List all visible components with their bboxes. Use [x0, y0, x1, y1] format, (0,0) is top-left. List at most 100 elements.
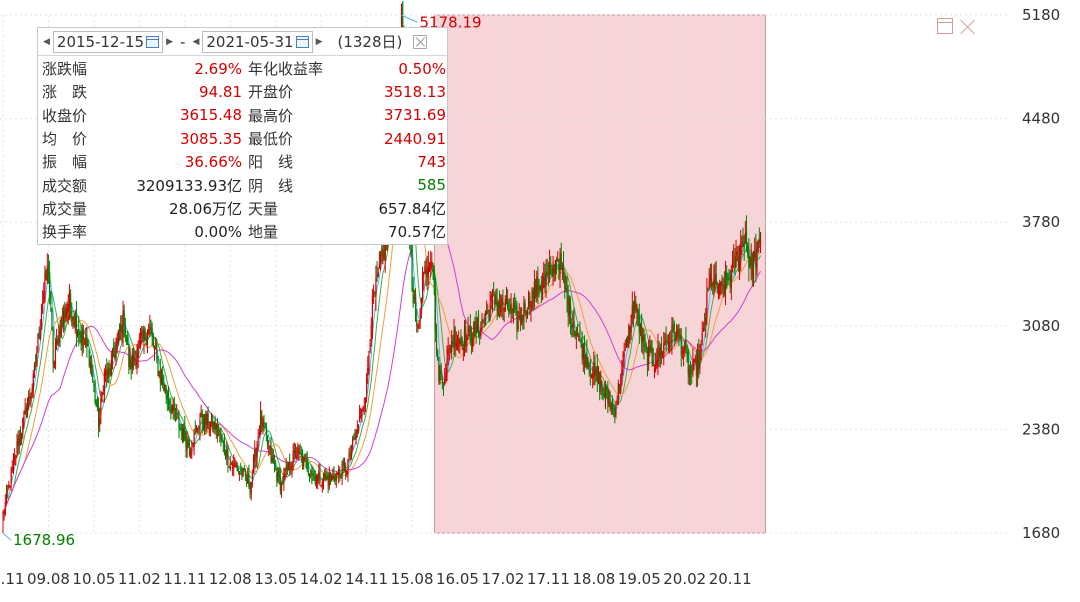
start-date-field[interactable]: 2015-12-15 [52, 30, 164, 53]
x-tick-label: 16.05 [436, 570, 479, 588]
candle [481, 312, 483, 332]
stat-label: 涨跌幅 [42, 60, 88, 79]
candle [338, 465, 340, 484]
candle [238, 471, 241, 482]
candle [652, 347, 654, 367]
candle [137, 340, 139, 369]
prev-arrow-icon[interactable]: ◀ [43, 36, 50, 47]
candle [166, 390, 168, 411]
candle [181, 423, 184, 444]
candle [756, 241, 758, 276]
candle [44, 265, 46, 303]
range-stats-panel: ◀ 2015-12-15 ▶ - ◀ 2021-05-31 ▶ (1328日) … [37, 27, 448, 245]
candle [308, 473, 311, 483]
candle [286, 461, 288, 475]
candle [565, 275, 567, 293]
candle [729, 269, 731, 294]
calendar-icon[interactable] [295, 35, 309, 48]
candle [132, 347, 135, 371]
candle [660, 336, 663, 365]
stats-row: 换手率 0.00% 地量 70.57亿 [42, 220, 446, 243]
x-tick-label: 08.11 [0, 570, 24, 588]
candle [550, 256, 552, 276]
end-date-value: 2021-05-31 [206, 32, 294, 51]
candle [298, 444, 300, 460]
candle [335, 471, 337, 488]
candle [257, 428, 259, 451]
candle [507, 289, 509, 311]
candle [277, 467, 279, 484]
candle [235, 460, 237, 469]
candle [493, 282, 495, 297]
close-icon[interactable] [413, 34, 428, 49]
candle [284, 468, 286, 480]
candle [160, 368, 163, 386]
candle [81, 323, 83, 357]
candle [620, 373, 622, 395]
candle [12, 453, 15, 474]
candle [539, 284, 541, 292]
next-arrow-icon[interactable]: ▶ [166, 36, 174, 47]
candle [503, 307, 505, 322]
candle [75, 300, 78, 348]
selection-controls [937, 18, 977, 36]
candle [736, 246, 738, 262]
maximize-icon[interactable] [937, 18, 953, 34]
candle [115, 337, 117, 366]
candle [671, 316, 673, 355]
candle [173, 396, 175, 421]
candle [463, 320, 466, 357]
candle [378, 251, 381, 269]
candle [31, 383, 33, 399]
candle [375, 265, 377, 312]
close-icon[interactable] [959, 18, 977, 36]
candle [582, 343, 584, 372]
candle [520, 307, 523, 326]
end-date-field[interactable]: 2021-05-31 [202, 30, 313, 53]
candle [564, 271, 566, 299]
candle [247, 468, 249, 485]
candle [628, 323, 630, 349]
candle [731, 250, 734, 273]
candle [625, 337, 628, 349]
candle [747, 242, 749, 259]
candle [417, 323, 419, 333]
candle [270, 436, 272, 464]
candle [621, 360, 623, 386]
next-arrow-icon[interactable]: ▶ [315, 36, 323, 47]
candle [522, 314, 524, 330]
candle [498, 290, 501, 319]
candle [248, 464, 250, 489]
candle [83, 338, 86, 345]
candle [78, 316, 80, 347]
candle [71, 302, 73, 327]
calendar-icon[interactable] [146, 35, 160, 48]
prev-arrow-icon[interactable]: ◀ [192, 36, 200, 47]
candle [262, 416, 264, 435]
candle [596, 353, 598, 392]
candle [184, 415, 186, 442]
candle [100, 390, 102, 424]
x-tick-label: 14.02 [300, 570, 343, 588]
candle [275, 460, 277, 471]
candle [37, 332, 39, 353]
stat-value: 2440.91 [383, 129, 446, 148]
candle [678, 323, 680, 347]
candle [559, 248, 561, 289]
date-separator: - [180, 32, 186, 51]
candle [423, 271, 425, 291]
candle [313, 470, 315, 481]
candle [453, 318, 455, 356]
candle [414, 288, 417, 322]
candle [259, 401, 262, 436]
candle [324, 468, 326, 481]
candle [234, 457, 236, 468]
candle [333, 466, 335, 483]
candle [23, 410, 25, 429]
candle [143, 325, 145, 355]
y-tick-label: 2380 [1022, 420, 1060, 438]
y-tick-label: 5180 [1022, 6, 1060, 24]
candle [639, 322, 642, 337]
candle [349, 445, 351, 460]
candle [441, 375, 443, 390]
